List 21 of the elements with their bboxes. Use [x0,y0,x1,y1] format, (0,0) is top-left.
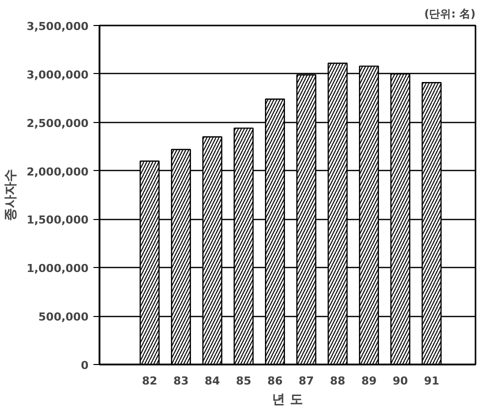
x-axis-title: 년 도 [272,392,303,408]
text: (단위: 名) [424,8,476,20]
y-tick-label: 3,500,000 [26,20,89,33]
x-tick-label: 84 [204,374,220,388]
y-tick-label: 1,000,000 [26,262,89,276]
y-axis-title: 종사자수 [4,169,19,221]
y-tick-label: 2,000,000 [26,165,89,178]
y-tick-label: 2,500,000 [26,116,89,130]
x-tick-label: 90 [392,374,408,388]
x-tick-label: 89 [361,374,377,388]
x-tick-label: 82 [142,374,158,388]
y-tick-label: 0 [80,359,89,372]
y-tick-label: 1,500,000 [26,214,89,227]
y-tick-label: 500,000 [38,310,89,324]
x-tick-label: 87 [298,374,314,388]
x-tick-label: 86 [267,374,283,388]
x-tick-label: 85 [236,374,252,388]
x-tick-label: 83 [173,374,189,388]
y-tick-label: 3,000,000 [26,68,89,82]
x-tick-label: 91 [424,374,440,388]
x-tick-label: 88 [330,374,346,388]
